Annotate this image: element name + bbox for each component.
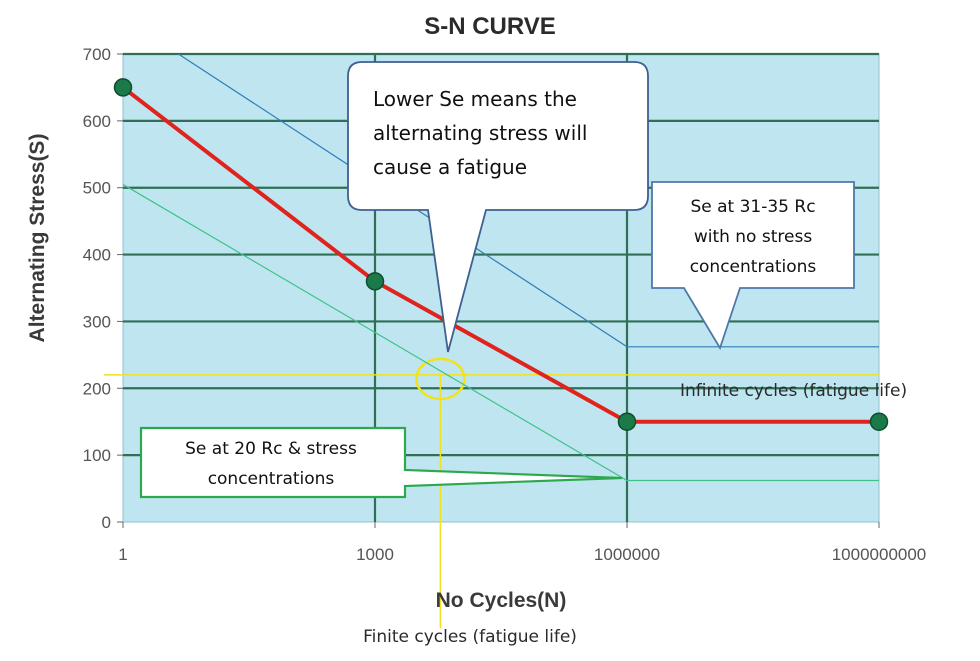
y-tick-label: 600 bbox=[83, 112, 111, 131]
data-point-marker bbox=[365, 272, 385, 291]
top-callout-line-2: alternating stress will bbox=[373, 121, 587, 145]
left-callout-line-2: concentrations bbox=[208, 469, 335, 489]
y-tick-label: 300 bbox=[83, 312, 111, 331]
series-layer bbox=[123, 54, 879, 482]
chart-title: S-N CURVE bbox=[424, 13, 556, 40]
right-callout-line-3: concentrations bbox=[690, 257, 817, 277]
y-tick-label: 400 bbox=[83, 246, 111, 265]
finite-cycles-label: Finite cycles (fatigue life) bbox=[363, 627, 577, 647]
x-tick-label: 1 bbox=[118, 545, 127, 564]
x-tick-label: 1000000000 bbox=[832, 545, 927, 564]
reference-curve-line bbox=[123, 183, 879, 482]
infinite-cycles-label: Infinite cycles (fatigue life) bbox=[680, 381, 907, 401]
data-point-marker bbox=[869, 412, 889, 431]
x-axis-title: No Cycles(N) bbox=[436, 589, 567, 612]
right-callout-line-2: with no stress bbox=[694, 227, 813, 247]
data-point-marker bbox=[617, 412, 637, 431]
right-callout-line-1: Se at 31-35 Rc bbox=[690, 197, 815, 217]
y-tick-label: 100 bbox=[83, 446, 111, 465]
x-tick-label: 1000 bbox=[356, 545, 394, 564]
marker-layer bbox=[113, 78, 889, 431]
y-tick-label: 200 bbox=[83, 379, 111, 398]
y-tick-label: 0 bbox=[102, 513, 111, 532]
top-callout-line-3: cause a fatigue bbox=[373, 155, 527, 179]
left-callout-line-1: Se at 20 Rc & stress bbox=[185, 439, 357, 459]
y-axis-title: Alternating Stress(S) bbox=[26, 134, 49, 343]
top-callout-line-1: Lower Se means the bbox=[373, 87, 577, 111]
x-tick-label: 1000000 bbox=[594, 545, 660, 564]
reference-curve-line bbox=[177, 54, 879, 348]
sn-curve-line bbox=[123, 85, 879, 424]
left-callout-bubble bbox=[139, 426, 623, 499]
top-callout-bubble bbox=[347, 61, 649, 353]
right-callout-bubble bbox=[651, 181, 855, 351]
intersection-highlight bbox=[415, 357, 466, 401]
y-tick-label: 500 bbox=[83, 179, 111, 198]
y-tick-label: 700 bbox=[83, 45, 111, 64]
tick-labels: 0 100 200 300 400 500 600 700 1 1000 1000000 100000… bbox=[83, 45, 927, 564]
data-point-marker bbox=[113, 78, 133, 97]
